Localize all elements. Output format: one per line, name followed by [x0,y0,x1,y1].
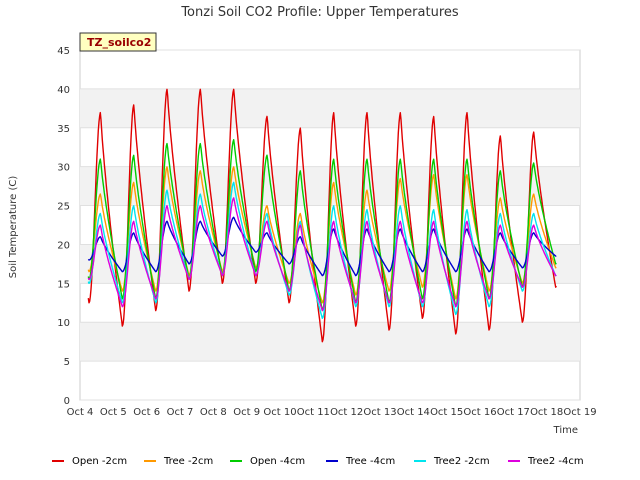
x-tick-label: Oct 9 [233,407,260,418]
legend-label: Open -4cm [250,456,305,467]
x-tick-label: Oct 17 [497,407,530,418]
y-tick-label: 15 [57,279,70,290]
y-tick-label: 45 [57,46,70,57]
x-tick-label: Oct 10 [263,407,296,418]
grid-lines [80,49,580,401]
plot-background [79,49,581,401]
legend-label: Tree -2cm [163,456,213,467]
series-line [87,216,557,277]
grid-band [80,88,580,128]
series-lines [87,88,557,343]
x-tick-label: Oct 8 [200,407,227,418]
x-tick-label: Oct 16 [463,407,496,418]
legend-label: Tree2 -4cm [527,456,584,467]
y-axis-ticks: 0 5 10 15 20 25 30 35 40 45 [57,46,70,407]
y-tick-label: 0 [64,396,70,407]
y-tick-label: 40 [57,85,70,96]
x-tick-label: Oct 5 [100,407,127,418]
x-tick-label: Oct 11 [297,407,330,418]
badge: TZ_soilco2 [79,32,157,52]
x-axis-title: Time [553,425,578,436]
badge-label: TZ_soilco2 [87,36,151,49]
grid-band [80,322,580,362]
chart-title: Tonzi Soil CO2 Profile: Upper Temperatur… [180,5,459,20]
x-tick-label: Oct 13 [363,407,396,418]
x-tick-label: Oct 19 [563,407,596,418]
x-tick-label: Oct 12 [330,407,363,418]
y-tick-label: 20 [57,240,70,251]
x-tick-label: Oct 14 [397,407,430,418]
legend-label: Open -2cm [72,456,127,467]
x-tick-label: Oct 6 [133,407,160,418]
legend-label: Tree -4cm [345,456,395,467]
x-axis-ticks: Oct 4 Oct 5 Oct 6 Oct 7 Oct 8 Oct 9 Oct 10 Oct … [67,407,597,418]
x-tick-label: Oct 15 [430,407,463,418]
y-tick-label: 5 [64,357,70,368]
y-tick-label: 25 [57,202,70,213]
legend: Open -2cm Tree -2cm Open -4cm Tree -4cm Tree… [52,456,584,467]
x-tick-label: Oct 18 [530,407,563,418]
legend-label: Tree2 -2cm [433,456,490,467]
y-axis-title: Soil Temperature (C) [8,176,19,279]
y-tick-label: 10 [57,318,70,329]
y-tick-label: 35 [57,124,70,135]
badge-box [79,32,157,52]
series-line [87,197,557,312]
x-tick-label: Oct 7 [167,407,194,418]
x-tick-label: Oct 4 [67,407,94,418]
y-tick-label: 30 [57,163,70,174]
